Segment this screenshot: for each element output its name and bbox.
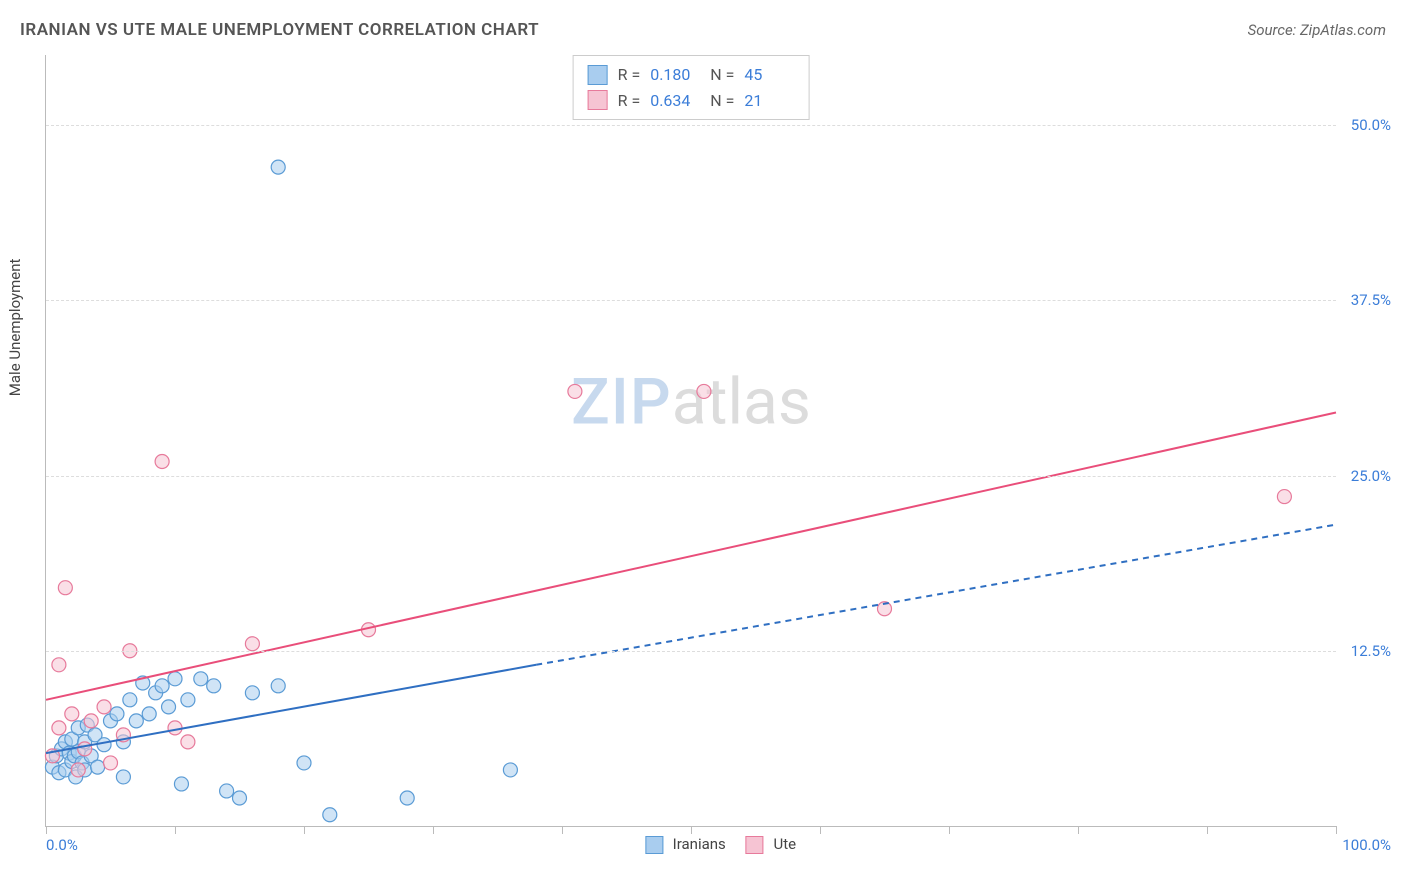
scatter-point: [123, 693, 137, 707]
scatter-point: [155, 455, 169, 469]
x-tick: [46, 826, 47, 834]
x-tick: [1336, 826, 1337, 834]
y-tick-label: 25.0%: [1341, 467, 1391, 485]
legend-swatch-ute: [746, 836, 764, 854]
x-axis-min-label: 0.0%: [46, 836, 78, 854]
scatter-point: [233, 791, 247, 805]
scatter-point: [97, 700, 111, 714]
n-value-ute: 21: [744, 88, 794, 114]
n-value-iranians: 45: [744, 62, 794, 88]
x-tick: [820, 826, 821, 834]
scatter-svg: [46, 55, 1336, 826]
chart-title: IRANIAN VS UTE MALE UNEMPLOYMENT CORRELA…: [20, 20, 539, 40]
scatter-point: [1277, 490, 1291, 504]
correlation-legend: R = 0.180 N = 45 R = 0.634 N = 21: [573, 55, 810, 120]
y-tick-label: 37.5%: [1341, 291, 1391, 309]
scatter-point: [71, 763, 85, 777]
legend-label-ute: Ute: [774, 835, 797, 853]
header-row: IRANIAN VS UTE MALE UNEMPLOYMENT CORRELA…: [20, 20, 1386, 40]
x-tick: [433, 826, 434, 834]
x-tick: [562, 826, 563, 834]
legend-swatch-iranians: [645, 836, 663, 854]
series-legend: Iranians Ute: [645, 835, 796, 854]
x-tick: [175, 826, 176, 834]
scatter-point: [97, 738, 111, 752]
gridline: [46, 476, 1336, 477]
scatter-point: [168, 721, 182, 735]
scatter-point: [271, 160, 285, 174]
gridline: [46, 651, 1336, 652]
r-label: R =: [618, 62, 641, 88]
x-axis-max-label: 100.0%: [1342, 836, 1391, 854]
legend-row-iranians: R = 0.180 N = 45: [588, 62, 795, 88]
legend-swatch-iranians: [588, 65, 608, 85]
scatter-point: [297, 756, 311, 770]
y-axis-label: Male Unemployment: [6, 259, 24, 397]
r-value-ute: 0.634: [650, 88, 700, 114]
scatter-point: [400, 791, 414, 805]
scatter-point: [245, 637, 259, 651]
scatter-point: [162, 700, 176, 714]
scatter-point: [697, 384, 711, 398]
scatter-point: [52, 721, 66, 735]
scatter-point: [52, 658, 66, 672]
scatter-point: [110, 707, 124, 721]
legend-row-ute: R = 0.634 N = 21: [588, 88, 795, 114]
n-label: N =: [710, 88, 734, 114]
scatter-point: [142, 707, 156, 721]
x-tick: [1207, 826, 1208, 834]
legend-label-iranians: Iranians: [673, 835, 726, 853]
scatter-point: [220, 784, 234, 798]
legend-item-iranians: Iranians: [645, 835, 726, 854]
x-tick: [304, 826, 305, 834]
scatter-point: [503, 763, 517, 777]
source-attribution: Source: ZipAtlas.com: [1248, 21, 1386, 39]
y-tick-label: 50.0%: [1341, 116, 1391, 134]
scatter-point: [65, 707, 79, 721]
scatter-point: [181, 735, 195, 749]
legend-swatch-ute: [588, 90, 608, 110]
scatter-point: [194, 672, 208, 686]
scatter-point: [129, 714, 143, 728]
scatter-point: [168, 672, 182, 686]
scatter-point: [78, 742, 92, 756]
x-tick: [691, 826, 692, 834]
scatter-point: [271, 679, 285, 693]
scatter-point: [155, 679, 169, 693]
scatter-point: [104, 756, 118, 770]
scatter-point: [323, 808, 337, 822]
plot-container: Male Unemployment ZIPatlas R = 0.180 N =…: [45, 55, 1396, 857]
x-tick: [949, 826, 950, 834]
trend-line-dashed: [536, 525, 1336, 665]
plot-area: ZIPatlas R = 0.180 N = 45 R = 0.634 N = …: [45, 55, 1336, 827]
n-label: N =: [710, 62, 734, 88]
scatter-point: [116, 770, 130, 784]
scatter-point: [91, 760, 105, 774]
trend-line: [46, 412, 1336, 699]
scatter-point: [207, 679, 221, 693]
scatter-point: [568, 384, 582, 398]
legend-item-ute: Ute: [746, 835, 796, 854]
y-tick-label: 12.5%: [1341, 642, 1391, 660]
gridline: [46, 300, 1336, 301]
scatter-point: [174, 777, 188, 791]
scatter-point: [58, 581, 72, 595]
scatter-point: [181, 693, 195, 707]
gridline: [46, 125, 1336, 126]
scatter-point: [84, 714, 98, 728]
r-label: R =: [618, 88, 641, 114]
x-tick: [1078, 826, 1079, 834]
r-value-iranians: 0.180: [650, 62, 700, 88]
scatter-point: [245, 686, 259, 700]
